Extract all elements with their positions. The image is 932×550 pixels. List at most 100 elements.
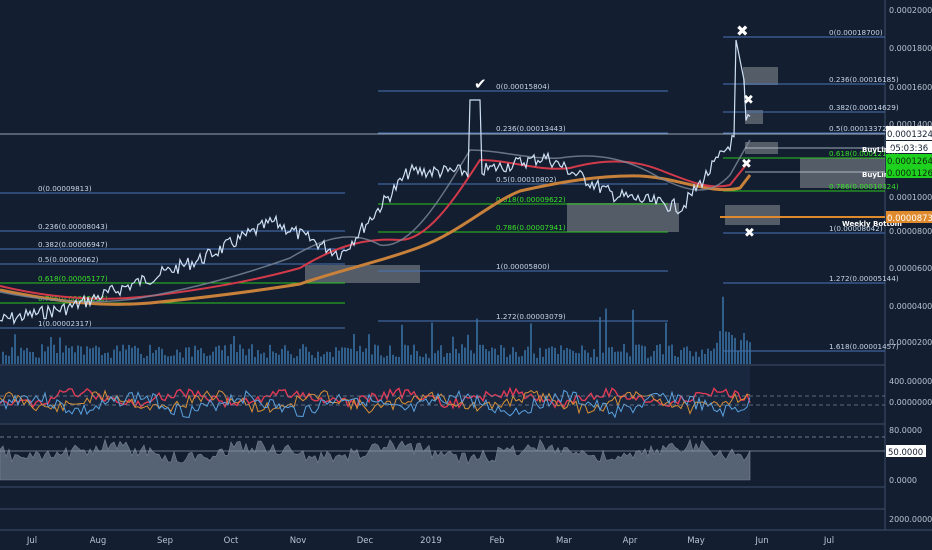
bottom-tick: 2000.000000	[889, 515, 932, 524]
volume-bar	[158, 346, 160, 364]
volume-bar	[611, 346, 613, 364]
volume-bar	[371, 354, 373, 364]
volume-bar	[623, 344, 625, 364]
rsi-axis: 80.0000 0.0000	[889, 426, 922, 485]
volume-bar	[161, 348, 163, 364]
volume-bar	[524, 349, 526, 364]
zone-box	[305, 265, 420, 283]
volume-bar	[689, 351, 691, 364]
volume-bar	[362, 351, 364, 364]
volume-bar	[701, 349, 703, 364]
volume-bars	[2, 296, 751, 364]
fib-level-label: 1(0.00005800)	[496, 262, 550, 271]
volume-bar	[443, 356, 445, 364]
volume-bar	[644, 346, 646, 364]
volume-bar	[125, 349, 127, 364]
volume-bar	[347, 347, 349, 364]
osc-tick: 0.0000000	[889, 398, 932, 407]
volume-bar	[332, 356, 334, 364]
volume-bar	[35, 357, 37, 364]
volume-bar	[83, 354, 85, 364]
volume-bar	[446, 353, 448, 364]
time-tick: Jul	[26, 536, 37, 546]
volume-bar	[398, 356, 400, 364]
volume-bar	[74, 352, 76, 364]
moving-averages	[0, 139, 752, 306]
time-tick: Dec	[357, 536, 374, 546]
volume-bar	[641, 345, 643, 364]
volume-bar	[626, 352, 628, 364]
rsi-tick: 0.0000	[889, 476, 917, 485]
volume-bar	[668, 345, 670, 364]
volume-bar	[251, 344, 253, 364]
volume-bar	[743, 332, 745, 364]
buyline-2-label: BuyLine	[862, 171, 894, 179]
volume-bar	[182, 357, 184, 364]
fib-level-label: 0(0.00015804)	[496, 82, 550, 91]
volume-bar	[680, 350, 682, 364]
volume-bar	[68, 347, 70, 364]
volume-bar	[464, 347, 466, 364]
zone-box	[743, 67, 778, 85]
volume-bar	[479, 344, 481, 364]
volume-bar	[458, 353, 460, 364]
volume-bar	[746, 340, 748, 364]
rsi-value-tag	[886, 445, 926, 457]
volume-bar	[713, 348, 715, 364]
volume-bar	[404, 344, 406, 364]
volume-bar	[110, 357, 112, 364]
volume-bar	[206, 356, 208, 364]
volume-bar	[14, 334, 16, 364]
volume-bar	[20, 347, 22, 364]
volume-bar	[677, 356, 679, 364]
time-tick: Apr	[623, 536, 638, 546]
volume-bar	[311, 355, 313, 364]
volume-bar	[113, 349, 115, 364]
volume-bar	[719, 331, 721, 364]
volume-bar	[308, 351, 310, 364]
volume-bar	[317, 351, 319, 364]
volume-bar	[476, 318, 478, 364]
volume-bar	[293, 357, 295, 364]
volume-bar	[278, 354, 280, 364]
volume-bar	[566, 347, 568, 364]
volume-bar	[233, 336, 235, 364]
buyline-2-value: 0.00011265	[887, 169, 932, 179]
volume-bar	[257, 350, 259, 364]
volume-bar	[290, 354, 292, 364]
volume-bar	[266, 357, 268, 364]
zone-box	[800, 158, 885, 188]
volume-bar	[119, 351, 121, 364]
fib-level-label: 0.618(0.00012114)	[829, 149, 899, 158]
volume-bar	[377, 345, 379, 364]
buyline-1-value: 0.00012646	[887, 157, 932, 167]
volume-bar	[299, 348, 301, 364]
volume-bar	[368, 334, 370, 364]
volume-bar	[506, 357, 508, 364]
volume-bar	[275, 352, 277, 364]
volume-bar	[632, 309, 634, 364]
volume-bar	[683, 347, 685, 364]
volume-bar	[260, 353, 262, 364]
time-tick: Nov	[290, 536, 307, 546]
volume-bar	[533, 353, 535, 364]
volume-bar	[77, 345, 79, 364]
fib-level-label: 1.618(0.00001457)	[829, 342, 899, 351]
volume-bar	[179, 352, 181, 364]
volume-bar	[215, 346, 217, 364]
volume-bar	[389, 345, 391, 364]
volume-bar	[32, 351, 34, 364]
weekly-bottom-label: Weekly Bottom	[842, 220, 902, 228]
volume-bar	[152, 352, 154, 364]
volume-bar	[608, 347, 610, 364]
buyline-1-tag	[886, 154, 932, 166]
volume-bar	[95, 345, 97, 364]
volume-bar	[221, 350, 223, 364]
volume-bar	[419, 356, 421, 364]
volume-bar	[386, 355, 388, 364]
volume-bar	[503, 347, 505, 364]
